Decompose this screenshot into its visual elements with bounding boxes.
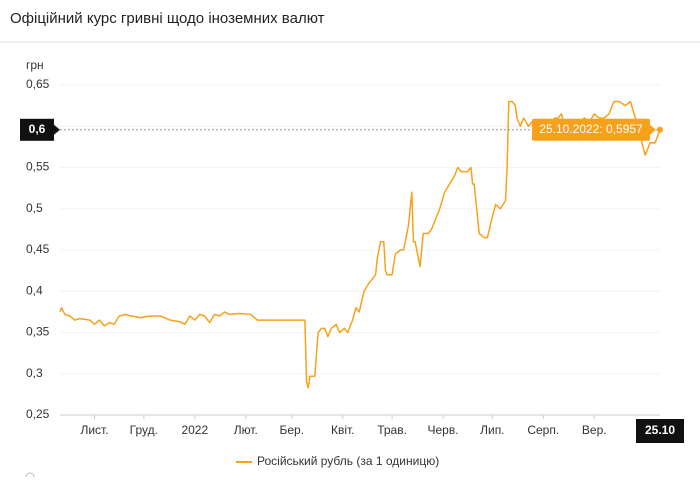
y-tick-label: 0,4 [26, 283, 43, 297]
tooltip-label: 25.10.2022: 0,5957 [539, 122, 643, 136]
crosshair-x-box [636, 419, 684, 443]
x-tick-label: Вер. [582, 423, 607, 437]
chart-title: Офіційний курс гривні щодо іноземних вал… [10, 10, 325, 27]
crosshair-x-label: 25.10 [645, 423, 675, 437]
x-tick-label: Трав. [377, 423, 407, 437]
x-tick-label: Серп. [527, 423, 559, 437]
line-series [59, 100, 661, 389]
y-tick-label: 0,35 [26, 325, 50, 339]
tooltip-arrow [650, 124, 656, 135]
y-tick-label: 0,55 [26, 160, 50, 174]
y-tick-label: 0,65 [26, 77, 50, 91]
y-tick-label: 0,45 [26, 242, 50, 256]
x-tick-label: Лип. [480, 423, 504, 437]
x-tick-label: Бер. [279, 423, 304, 437]
x-tick-label: Лист. [80, 423, 108, 437]
y-tick-label: 0,5 [26, 201, 43, 215]
x-tick-label: Лют. [234, 423, 258, 437]
tooltip-box [532, 118, 650, 141]
crosshair-y-box [20, 118, 54, 141]
y-tick-label: 0,25 [26, 407, 50, 421]
scroll-indicator [25, 472, 35, 482]
y-axis-label: грн [26, 58, 44, 72]
x-tick-label: Черв. [427, 423, 458, 437]
x-tick-label: Груд. [130, 423, 158, 437]
y-tick-label: 0,3 [26, 366, 43, 380]
crosshair-y-label: 0,6 [29, 122, 46, 136]
hover-point [657, 126, 663, 133]
x-tick-label: 2022 [181, 423, 208, 437]
legend-label: Російський рубль (за 1 одиницю) [257, 454, 439, 468]
crosshair-y-arrow [54, 124, 60, 135]
x-tick-label: Квіт. [331, 423, 355, 437]
